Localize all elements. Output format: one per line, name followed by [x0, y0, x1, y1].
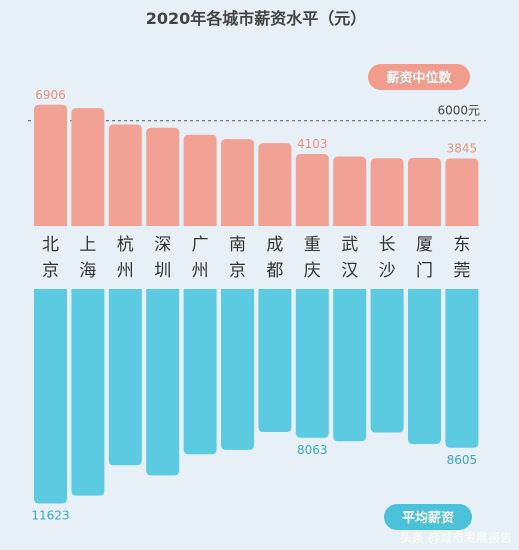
- reference-line-label: 6000元: [437, 104, 480, 118]
- city-label: 厦: [416, 235, 433, 255]
- city-label: 都: [266, 261, 283, 281]
- average-bar: [146, 289, 180, 476]
- average-bar: [258, 289, 292, 432]
- median-bar: [183, 134, 217, 226]
- average-legend-pill: 平均薪资: [384, 504, 472, 530]
- reference-line-group: 6000元: [28, 104, 486, 122]
- average-bar: [183, 289, 217, 455]
- average-legend-label: 平均薪资: [402, 510, 454, 526]
- city-label: 莞: [453, 261, 470, 281]
- average-bar: [71, 289, 105, 496]
- city-label: 庆: [304, 261, 321, 281]
- median-legend-pill: 薪资中位数: [368, 64, 470, 90]
- city-label: 京: [229, 261, 246, 281]
- median-bar: [258, 143, 292, 226]
- city-label: 海: [79, 261, 96, 281]
- average-bar: [108, 289, 142, 466]
- chart-title: 2020年各城市薪资水平（元）: [146, 9, 367, 28]
- median-bar: [333, 156, 367, 226]
- city-label: 州: [192, 261, 209, 281]
- average-value-label: 8063: [297, 443, 328, 457]
- median-bar: [295, 153, 329, 226]
- median-bar: [34, 104, 67, 226]
- median-bar: [408, 157, 441, 226]
- city-label: 北: [42, 235, 59, 255]
- median-bar: [71, 108, 105, 226]
- city-label: 州: [117, 261, 134, 281]
- median-bar: [146, 127, 180, 226]
- city-label: 杭: [117, 235, 134, 255]
- city-label: 武: [341, 235, 358, 255]
- average-bar: [295, 289, 329, 438]
- city-label: 门: [416, 261, 433, 281]
- median-bars: 6906 4103 3845: [34, 88, 479, 226]
- city-label: 深: [154, 235, 171, 255]
- median-value-label: 3845: [447, 142, 478, 156]
- city-label: 汉: [341, 261, 358, 281]
- city-label: 南: [229, 235, 246, 255]
- median-bar: [221, 139, 254, 226]
- median-legend-label: 薪资中位数: [386, 70, 452, 86]
- average-bar: [221, 289, 254, 450]
- city-label: 长: [379, 235, 396, 255]
- source-watermark: 头条 @城市发展报告: [400, 530, 512, 545]
- city-label: 圳: [154, 261, 171, 281]
- median-value-label: 6906: [35, 88, 66, 102]
- city-label: 上: [79, 235, 96, 255]
- average-bar: [34, 289, 67, 504]
- average-value-label: 11623: [31, 508, 69, 522]
- city-label: 沙: [379, 261, 396, 281]
- city-label: 成: [266, 235, 283, 255]
- median-bar: [370, 158, 404, 226]
- median-bar: [108, 124, 142, 226]
- average-bar: [408, 289, 441, 444]
- average-value-label: 8605: [447, 453, 478, 467]
- city-label: 重: [304, 235, 321, 255]
- median-value-label: 4103: [297, 137, 328, 151]
- average-bar: [333, 289, 367, 442]
- median-bar: [445, 158, 479, 226]
- average-bar: [445, 289, 479, 448]
- city-label: 广: [192, 235, 209, 255]
- city-label: 京: [42, 261, 59, 281]
- average-bars: 11623 8063 8605: [31, 289, 479, 522]
- average-bar: [370, 289, 404, 433]
- city-label: 东: [453, 235, 470, 255]
